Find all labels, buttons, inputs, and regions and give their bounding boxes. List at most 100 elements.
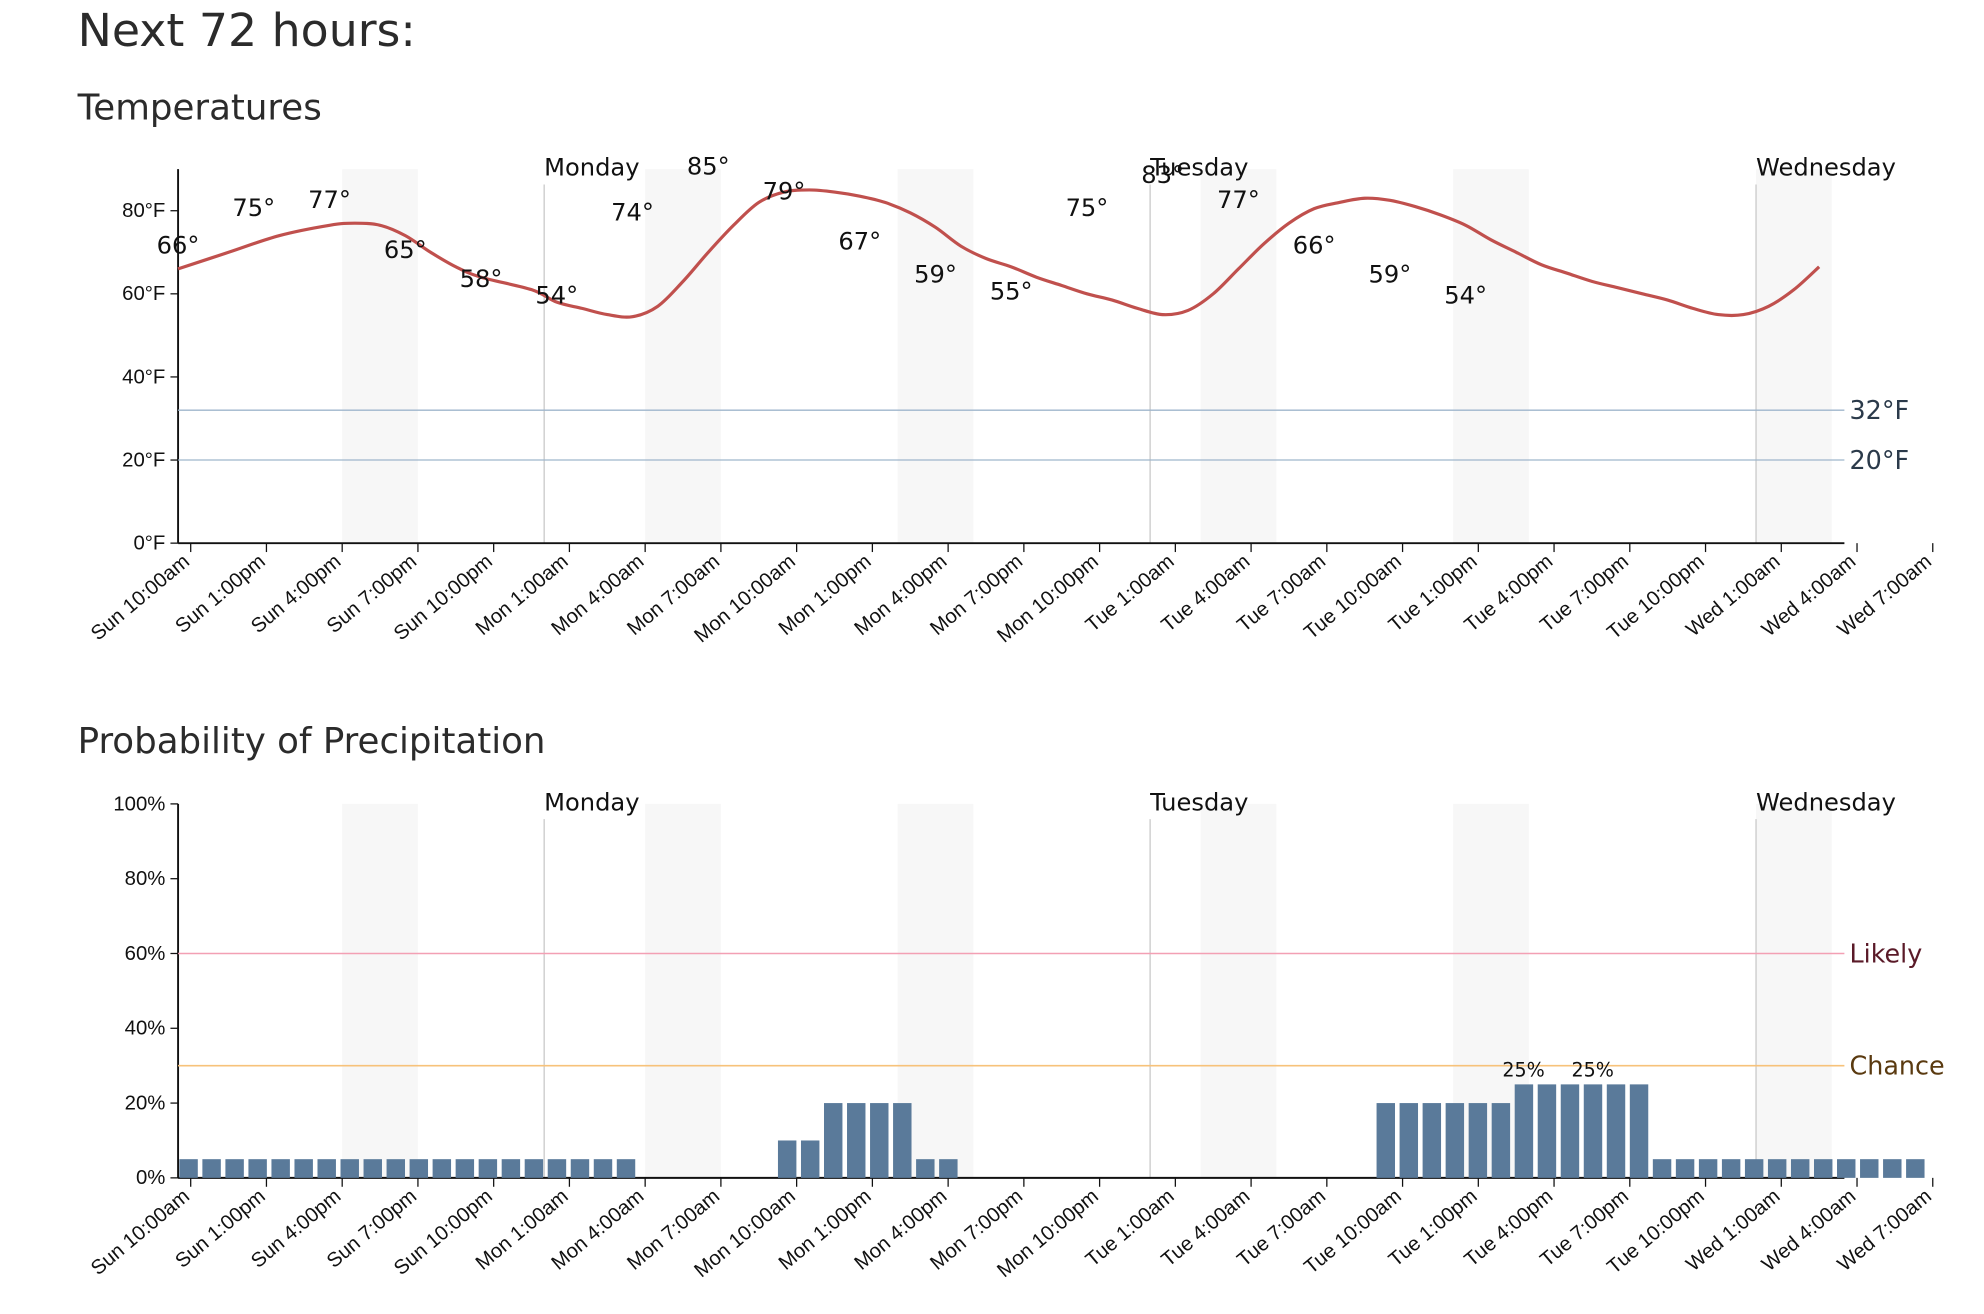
precipitation-bar: [294, 1159, 313, 1178]
y-tick-label: 60%: [125, 943, 166, 965]
temperature-label: 85°: [687, 153, 730, 181]
precipitation-bar: [363, 1159, 382, 1178]
precipitation-bar: [777, 1140, 797, 1178]
y-tick-label: 20°F: [122, 449, 165, 471]
precipitation-bar: [1883, 1159, 1902, 1178]
precipitation-bar: [1721, 1159, 1741, 1178]
precipitation-chart-title: Probability of Precipitation: [77, 719, 546, 762]
precipitation-bar: [1376, 1103, 1396, 1178]
precipitation-bar: [1560, 1084, 1580, 1178]
night-band: [1200, 169, 1277, 544]
day-label: Monday: [544, 154, 639, 182]
bar-value-label: 25%: [1502, 1060, 1544, 1082]
temperature-chart: Monday Tuesday Wednesday 0°F 20°F 40°F 60°F 80°…: [87, 153, 1936, 648]
precipitation-bar: [248, 1159, 267, 1178]
reference-line-label: Chance: [1849, 1051, 1944, 1081]
y-tick-label: 80%: [125, 868, 166, 890]
precipitation-bar: [1399, 1103, 1419, 1178]
precipitation-bar: [800, 1140, 820, 1178]
precipitation-bar: [1837, 1159, 1856, 1178]
temperature-label: 75°: [1066, 194, 1109, 222]
day-label: Wednesday: [1756, 788, 1896, 816]
temperature-label: 59°: [914, 261, 957, 289]
temperature-label: 83°: [1141, 161, 1184, 189]
precipitation-bar: [501, 1159, 521, 1178]
precipitation-bar: [1422, 1103, 1442, 1178]
day-label: Wednesday: [1756, 154, 1896, 182]
day-label: Tuesday: [1149, 788, 1248, 816]
precipitation-bar: [455, 1159, 475, 1178]
precipitation-bar: [1813, 1159, 1833, 1178]
temperature-label: 77°: [1217, 186, 1260, 214]
night-band: [1756, 169, 1832, 544]
temperature-label: 55°: [990, 277, 1033, 305]
precipitation-bar: [939, 1159, 958, 1178]
temperature-line: [177, 188, 1821, 319]
y-tick-label: 0°F: [133, 533, 165, 555]
temperature-label: 74°: [611, 198, 654, 226]
reference-line-label: 20°F: [1849, 445, 1909, 475]
precipitation-bar: [1583, 1084, 1603, 1178]
precipitation-bar: [340, 1159, 359, 1178]
precipitation-bar: [1744, 1159, 1764, 1178]
precipitation-bar: [317, 1159, 336, 1178]
page-title: Next 72 hours:: [77, 5, 416, 58]
precipitation-bar: [432, 1159, 452, 1178]
night-band: [645, 169, 721, 544]
precipitation-bar: [1790, 1159, 1810, 1178]
precipitation-bar: [1698, 1159, 1718, 1178]
precipitation-bar: [1606, 1084, 1626, 1178]
reference-line-label: Likely: [1849, 938, 1922, 968]
temperature-label: 79°: [763, 178, 806, 206]
day-label: Monday: [544, 788, 639, 816]
night-band: [897, 169, 974, 544]
precipitation-bar: [1652, 1159, 1672, 1178]
temperature-label: 66°: [157, 232, 200, 260]
precipitation-bar: [1445, 1103, 1465, 1178]
precipitation-bar: [593, 1159, 613, 1178]
bar-value-label: 25%: [1571, 1060, 1613, 1082]
temperature-chart-title: Temperatures: [77, 86, 322, 129]
temperature-label: 54°: [535, 281, 578, 309]
precipitation-bar: [271, 1159, 290, 1178]
precipitation-bar: [616, 1159, 636, 1178]
precipitation-bar: [1468, 1103, 1488, 1178]
night-band: [342, 169, 418, 544]
x-tick-label: Sun 10:00am: [87, 1185, 194, 1280]
precipitation-bar: [893, 1103, 912, 1178]
precipitation-bar: [916, 1159, 935, 1178]
precipitation-bar: [1514, 1084, 1534, 1178]
reference-line-label: 32°F: [1849, 395, 1909, 425]
precipitation-bar: [870, 1103, 889, 1178]
precipitation-bar: [1537, 1084, 1557, 1178]
precipitation-bar: [547, 1159, 567, 1178]
night-band: [1453, 169, 1529, 544]
y-tick-label: 20%: [125, 1092, 166, 1114]
y-tick-label: 0%: [136, 1167, 165, 1189]
precipitation-bar: [824, 1103, 843, 1178]
night-band: [1200, 803, 1277, 1178]
night-band: [342, 803, 418, 1178]
precipitation-bar: [1675, 1159, 1695, 1178]
temperature-label: 75°: [232, 194, 275, 222]
precipitation-bar: [409, 1159, 429, 1178]
y-tick-label: 40°F: [122, 366, 165, 388]
night-band: [1756, 803, 1832, 1178]
precipitation-bar: [524, 1159, 544, 1178]
y-tick-label: 60°F: [122, 283, 165, 305]
precipitation-bar: [1629, 1084, 1649, 1178]
precipitation-bar: [1860, 1159, 1879, 1178]
precipitation-bar: [225, 1159, 244, 1178]
temperature-label: 67°: [838, 227, 881, 255]
precipitation-bar: [1906, 1159, 1925, 1178]
y-tick-label: 100%: [113, 793, 165, 815]
precipitation-bar: [1767, 1159, 1787, 1178]
temperature-label: 59°: [1369, 261, 1412, 289]
precipitation-bar: [202, 1159, 221, 1178]
precipitation-bar: [386, 1159, 406, 1178]
temperature-label: 58°: [460, 265, 503, 293]
precipitation-bar: [179, 1159, 198, 1178]
precipitation-bar: [1491, 1103, 1511, 1178]
day-label: Tuesday: [1149, 154, 1248, 182]
